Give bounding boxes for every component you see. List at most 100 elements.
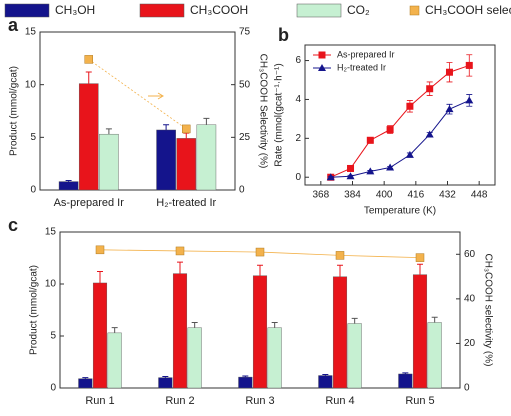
selectivity-point	[335, 251, 345, 260]
error-bar	[417, 263, 423, 275]
legend-label: CH₃COOH	[190, 3, 248, 17]
point	[465, 96, 474, 104]
y-axis-label: Product (mmol/gcat)	[29, 265, 40, 355]
error-bar	[257, 264, 263, 276]
error-bar	[242, 375, 249, 378]
selectivity-point	[84, 55, 93, 64]
point	[347, 164, 355, 172]
y-tick-label: 2	[295, 133, 301, 144]
legend-label: H₂-treated Ir	[337, 62, 386, 72]
error-bar	[82, 377, 89, 379]
y-axis-label: Rate (mmol(gcat⁻¹·h⁻¹)	[274, 63, 285, 166]
error-bar	[97, 271, 103, 283]
panel-label: b	[278, 25, 289, 45]
y-tick-label: 10	[25, 79, 37, 90]
error-bar	[271, 321, 278, 328]
plot-frame	[39, 31, 236, 191]
point	[405, 150, 414, 158]
point	[366, 136, 374, 144]
point	[445, 105, 454, 113]
bar	[318, 375, 333, 389]
y-tick-label: 15	[45, 227, 57, 238]
error-bar	[337, 264, 343, 277]
y2-tick-label: 20	[464, 338, 476, 349]
error-bar	[162, 376, 169, 378]
x-tick-label: 368	[312, 190, 329, 201]
legend-label: CO₂	[347, 3, 370, 17]
x-tick-label: 384	[344, 190, 361, 201]
x-axis-label: Temperature (K)	[364, 206, 436, 217]
bar	[347, 323, 362, 389]
x-tick-label: H₂-treated Ir	[156, 197, 216, 209]
bar	[427, 322, 442, 389]
error-bar	[322, 373, 329, 376]
y-axis-label: Product (mmol/gcat)	[9, 66, 20, 156]
error-bar	[191, 321, 198, 328]
y-tick-label: 0	[295, 172, 301, 183]
x-tick-label: 400	[376, 190, 393, 201]
error-bar	[163, 124, 170, 130]
bar	[92, 282, 108, 389]
bar	[78, 83, 99, 191]
x-tick-label: Run 3	[245, 395, 274, 407]
error-bar	[203, 117, 210, 125]
error-bar	[85, 71, 92, 84]
point	[465, 61, 473, 69]
bar	[412, 274, 428, 389]
selectivity-point	[175, 246, 185, 256]
y-tick-label: 0	[30, 185, 36, 196]
plot-frame	[304, 44, 496, 186]
y-tick-label: 5	[30, 132, 36, 143]
annotation-arrow-head	[157, 92, 164, 100]
x-tick-label: 448	[471, 190, 488, 201]
selectivity-point	[182, 124, 191, 134]
error-bar	[65, 180, 72, 182]
legend-swatch	[409, 5, 420, 16]
y2-tick-label: 0	[464, 383, 470, 394]
legend-swatch	[4, 3, 50, 18]
selectivity-line	[88, 59, 187, 130]
legend-marker	[318, 64, 326, 71]
selectivity-point	[95, 245, 105, 255]
bar	[107, 332, 122, 389]
y2-tick-label: 25	[239, 132, 251, 143]
legend-label: CH₃COOH selectivity	[425, 3, 511, 17]
bar	[176, 138, 197, 191]
bar	[267, 327, 282, 389]
bar	[252, 275, 268, 389]
bar	[332, 276, 348, 389]
y-tick-label: 5	[50, 331, 56, 342]
error-bar	[111, 327, 118, 333]
error-bar	[177, 261, 183, 274]
point	[386, 126, 394, 134]
bar	[158, 377, 173, 389]
y-tick-label: 10	[45, 279, 57, 290]
y2-tick-label: 75	[239, 27, 251, 38]
point	[445, 68, 453, 76]
x-tick-label: 416	[407, 190, 424, 201]
x-tick-label: Run 2	[165, 395, 194, 407]
x-tick-label: As-prepared Ir	[54, 197, 125, 209]
point	[425, 130, 434, 138]
bar	[398, 373, 413, 389]
bar	[238, 376, 253, 389]
y2-axis-label: CH₃COOH selectivity (%)	[482, 254, 493, 367]
y-tick-label: 6	[295, 55, 301, 66]
y2-axis-label: CH₃COOH Selectivity (%)	[257, 54, 268, 169]
legend-marker	[318, 51, 326, 59]
bar	[172, 273, 188, 389]
selectivity-point	[255, 247, 265, 257]
y2-tick-label: 50	[239, 79, 251, 90]
bar	[196, 124, 217, 191]
x-tick-label: Run 1	[85, 395, 114, 407]
legend-label: CH₃OH	[55, 3, 95, 17]
error-bar	[431, 316, 438, 323]
y-tick-label: 0	[50, 383, 56, 394]
y2-tick-label: 60	[464, 249, 476, 260]
point	[366, 167, 375, 175]
y-tick-label: 4	[295, 94, 301, 105]
point	[326, 173, 335, 181]
legend-swatch	[296, 3, 342, 18]
error-bar	[183, 132, 190, 139]
